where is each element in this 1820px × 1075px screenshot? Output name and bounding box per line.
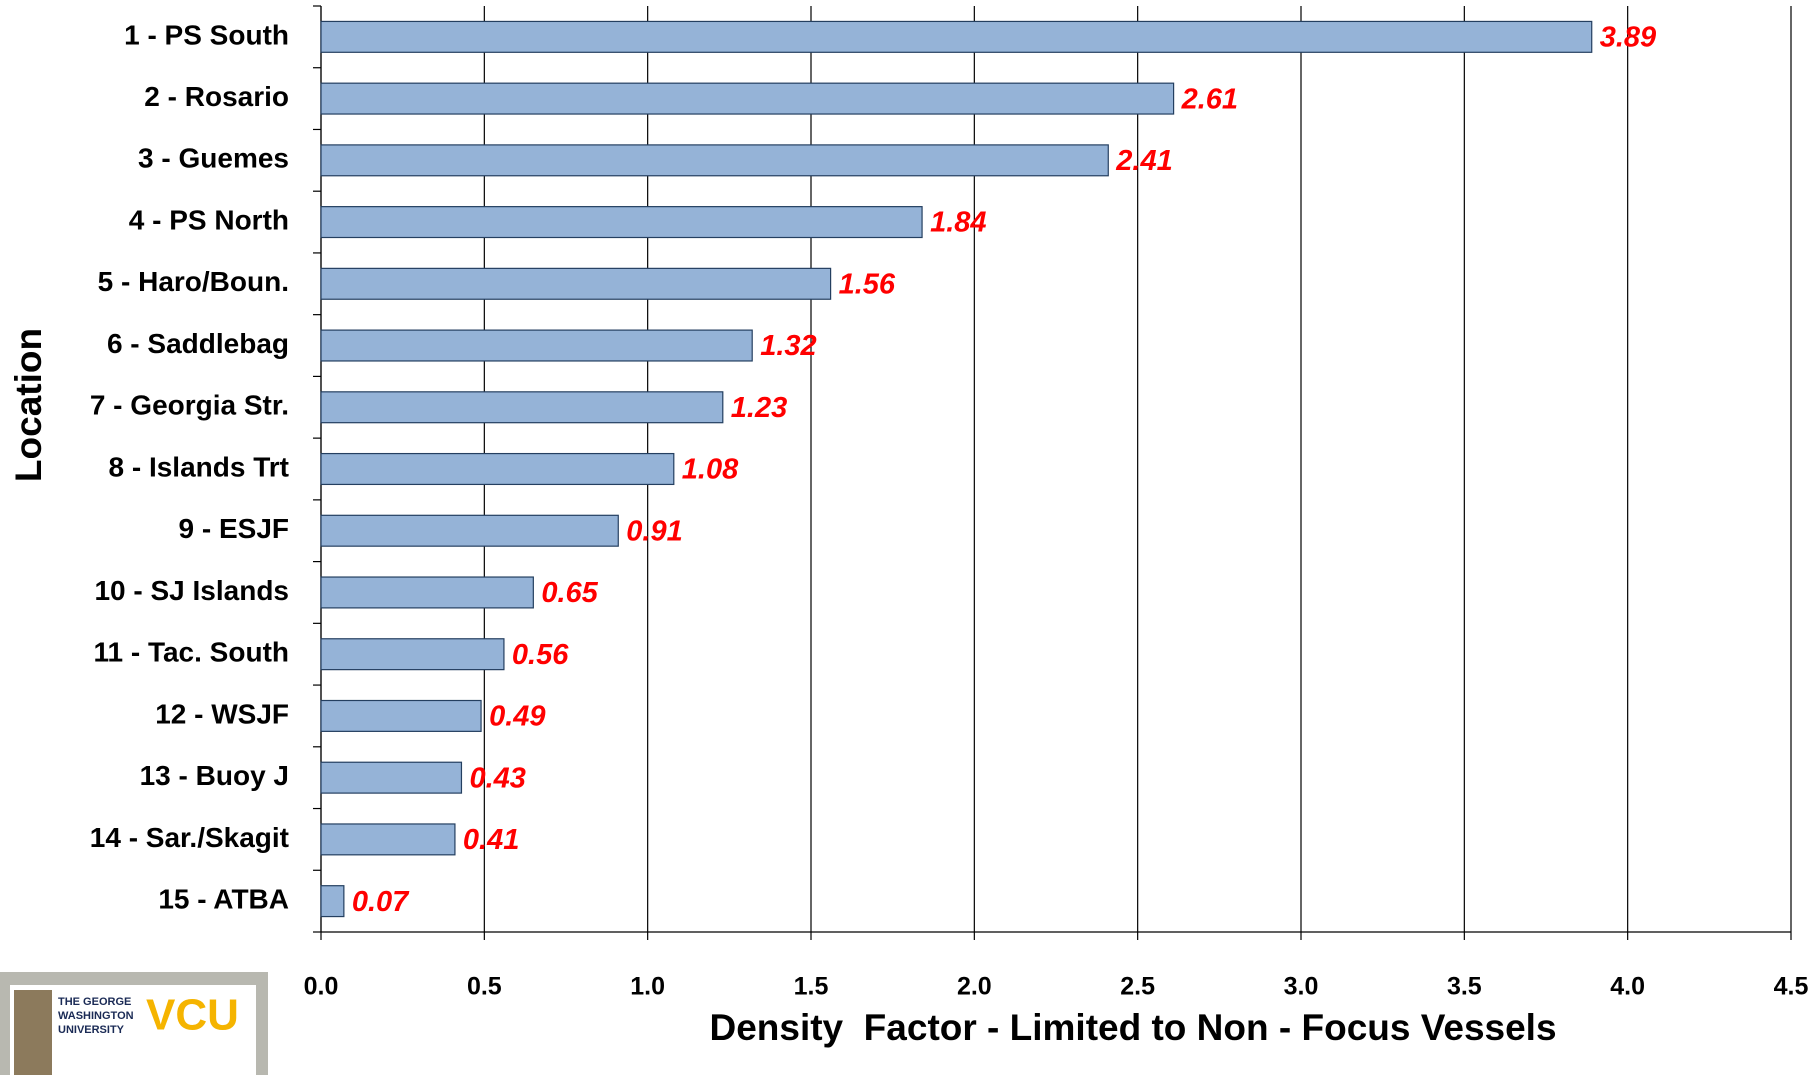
value-label: 2.61 [1181,83,1238,115]
x-tick-label: 2.0 [957,973,992,1001]
value-label: 1.84 [930,207,986,239]
bar [320,144,1109,177]
y-tick-label: 4 - PS North [129,204,289,235]
y-tick-label: 1 - PS South [124,19,289,50]
logo-text: UNIVERSITY [58,1024,125,1036]
y-tick-label: 8 - Islands Trt [109,451,290,482]
bar [320,267,832,300]
bar [320,885,345,918]
bar [320,206,923,239]
bar [320,452,675,486]
value-label: 0.07 [352,886,410,918]
value-label: 3.89 [1600,22,1656,54]
bar [320,514,619,547]
y-axis-label: Location [8,328,49,482]
logo-text: THE GEORGE [58,996,131,1008]
value-label: 1.32 [760,330,816,362]
y-tick-label: 11 - Tac. South [93,637,289,668]
bar [320,391,724,424]
x-tick-label: 3.5 [1447,973,1482,1001]
y-tick-label: 12 - WSJF [155,698,289,729]
bar [320,823,456,856]
bar [320,638,505,671]
bar [320,576,534,609]
value-label: 0.65 [541,577,598,609]
x-tick-label: 1.0 [630,973,665,1001]
value-label: 0.49 [489,701,545,733]
value-label: 0.43 [469,762,525,794]
value-label: 0.41 [463,824,519,856]
value-label: 1.08 [682,454,739,486]
x-axis-label: Density Factor - Limited to Non - Focus … [709,1007,1556,1048]
y-tick-label: 13 - Buoy J [140,760,289,791]
logo-vcu: VCU [146,991,239,1040]
logo-text: WASHINGTON [58,1010,134,1022]
x-tick-label: 2.5 [1120,973,1155,1001]
x-tick-label: 1.5 [794,973,829,1001]
y-tick-label: 15 - ATBA [158,884,289,915]
value-label: 1.23 [731,392,787,424]
value-label: 2.41 [1115,145,1172,177]
y-tick-label: 7 - Georgia Str. [90,390,289,421]
y-tick-label: 2 - Rosario [144,81,289,112]
y-tick-label: 5 - Haro/Boun. [98,266,289,297]
value-label: 1.56 [839,268,896,300]
x-tick-label: 3.0 [1284,973,1319,1001]
bar [320,699,482,732]
logo-portrait [14,990,52,1075]
y-tick-label: 6 - Saddlebag [107,328,289,359]
y-tick-label: 10 - SJ Islands [94,575,289,606]
bar [320,20,1593,53]
x-tick-label: 4.0 [1610,973,1645,1001]
y-tick-label: 3 - Guemes [138,143,289,174]
value-label: 0.56 [512,639,569,671]
bar [320,761,463,794]
y-tick-label: 14 - Sar./Skagit [90,822,289,853]
bar [320,82,1175,115]
x-tick-label: 0.0 [304,973,339,1001]
logo: THE GEORGE WASHINGTON UNIVERSITY VCU [0,972,268,1075]
bar [320,329,753,362]
value-label: 0.91 [626,515,682,547]
x-tick-label: 0.5 [467,973,502,1001]
x-tick-label: 4.5 [1774,973,1809,1001]
y-tick-label: 9 - ESJF [179,513,289,544]
